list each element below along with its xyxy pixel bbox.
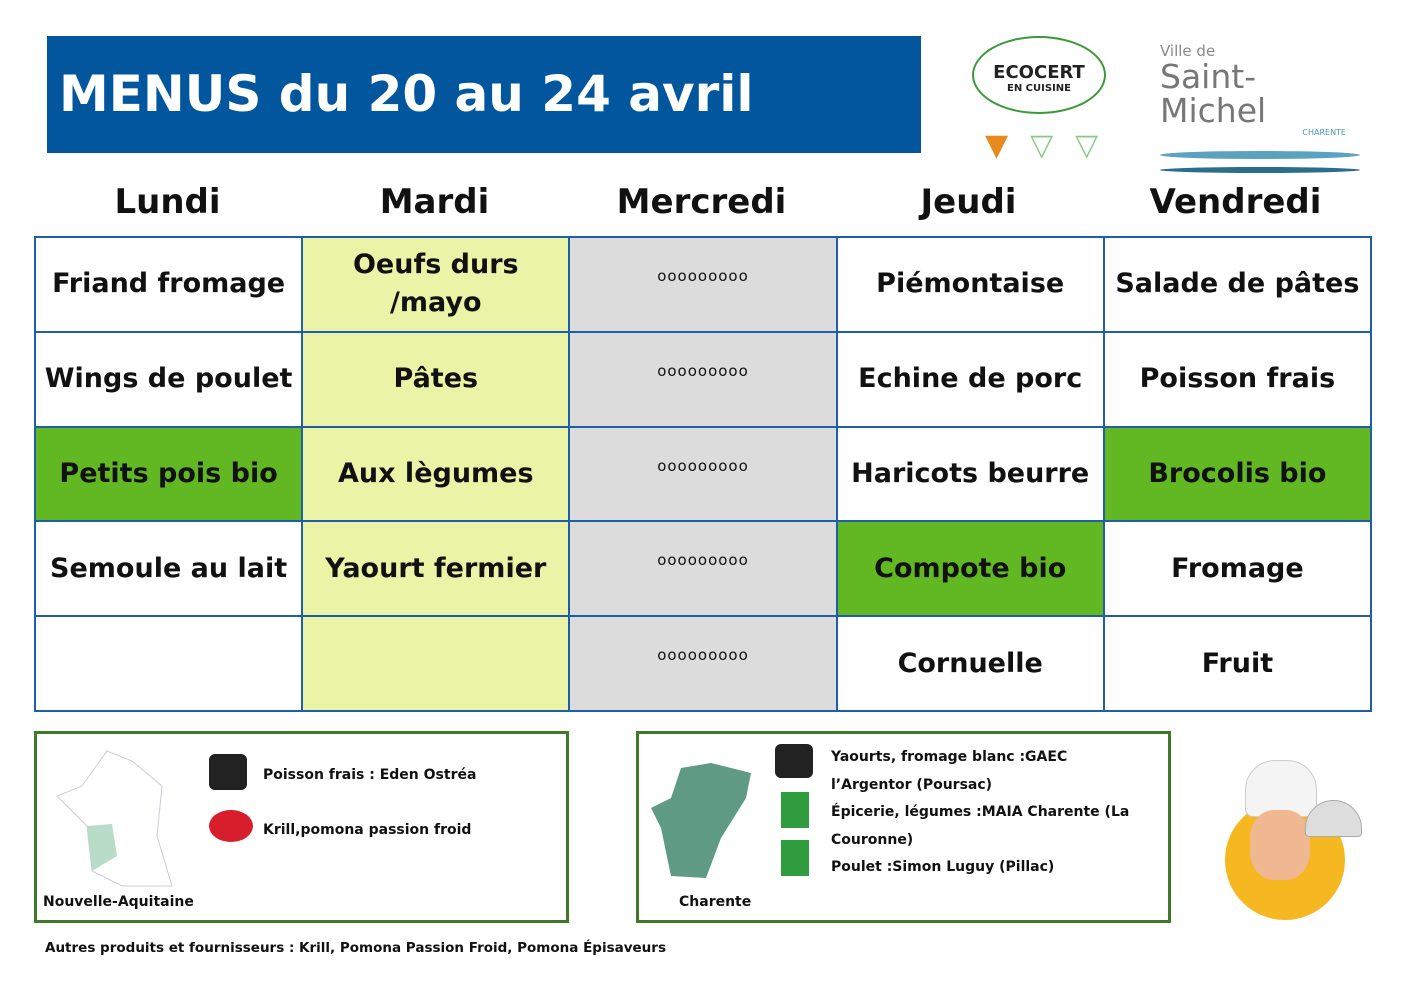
menu-cell: Petits pois bio xyxy=(35,426,303,522)
day-lundi: Lundi xyxy=(114,182,221,222)
menu-cell: Poisson frais xyxy=(1103,331,1371,427)
ab-bio-icon xyxy=(781,840,809,876)
menu-cell: Fruit xyxy=(1103,616,1371,711)
menu-cell: Haricots beurre xyxy=(836,426,1104,522)
menu-cell: Cornuelle xyxy=(836,616,1104,711)
menu-cell: ooooooooo xyxy=(569,616,837,711)
menu-cell: Wings de poulet xyxy=(35,331,303,427)
page-title: MENUS du 20 au 24 avril xyxy=(47,36,921,153)
supplier-item: Poulet :Simon Luguy (Pillac) xyxy=(831,859,1055,875)
saint-michel-logo: Ville de Saint-Michel CHARENTE xyxy=(1160,42,1360,173)
menu-cell: Compote bio xyxy=(836,521,1104,617)
day-jeudi: Jeudi xyxy=(920,182,1017,222)
day-vendredi: Vendredi xyxy=(1149,182,1322,222)
menu-cell: Aux lègumes xyxy=(302,426,570,522)
day-mercredi: Mercredi xyxy=(616,182,787,222)
chef-illustration xyxy=(1215,760,1365,930)
town-text: Saint-Michel xyxy=(1160,57,1267,130)
region-label: Nouvelle-Aquitaine xyxy=(43,894,194,910)
label-rouge-icon xyxy=(209,810,253,842)
supplier-item: Poisson frais : Eden Ostréa xyxy=(263,767,477,783)
carrot-icons: ▼▽▽ xyxy=(985,128,1121,163)
nouvelle-aquitaine-box: Nouvelle-Aquitaine Poisson frais : Eden … xyxy=(34,731,569,923)
ecocert-text: ECOCERT xyxy=(993,62,1085,83)
menu-cell: Echine de porc xyxy=(836,331,1104,427)
menu-cell: Brocolis bio xyxy=(1103,426,1371,522)
menu-cell xyxy=(302,616,570,711)
menu-cell: Fromage xyxy=(1103,521,1371,617)
supplier-item: Krill,pomona passion froid xyxy=(263,822,472,838)
menu-cell xyxy=(35,616,303,711)
footer-note: Autres produits et fournisseurs : Krill,… xyxy=(45,940,666,956)
charente-box: Charente Yaourts, fromage blanc :GAEC l’… xyxy=(636,731,1171,923)
menu-grid: Friand fromage Oeufs durs /mayo ooooooooo P… xyxy=(34,236,1372,712)
supplier-item: Épicerie, légumes :MAIA Charente (La Cou… xyxy=(831,804,1130,848)
menu-cell: Pâtes xyxy=(302,331,570,427)
menu-cell: Salade de pâtes xyxy=(1103,237,1371,332)
menu-cell: Semoule au lait xyxy=(35,521,303,617)
supplier-item: Yaourts, fromage blanc :GAEC l’Argentor … xyxy=(831,749,1068,793)
france-map xyxy=(56,750,173,887)
menu-cell: ooooooooo xyxy=(569,521,837,617)
region-label: Charente xyxy=(679,894,752,910)
menu-cell: ooooooooo xyxy=(569,331,837,427)
menu-cell: ooooooooo xyxy=(569,237,837,332)
charente-map xyxy=(651,763,751,878)
menu-cell: Oeufs durs /mayo xyxy=(302,237,570,332)
ecocert-sub: EN CUISINE xyxy=(1007,83,1071,94)
menu-cell: Friand fromage xyxy=(35,237,303,332)
ville-text: Ville de xyxy=(1160,42,1216,60)
menu-cell: Piémontaise xyxy=(836,237,1104,332)
ecocert-logo: ECOCERT EN CUISINE xyxy=(972,36,1106,114)
ab-bio-icon xyxy=(781,792,809,828)
menu-cell: ooooooooo xyxy=(569,426,837,522)
day-mardi: Mardi xyxy=(379,182,490,222)
menu-cell: Yaourt fermier xyxy=(302,521,570,617)
region-text: CHARENTE xyxy=(1302,128,1346,137)
produits-locaux-icon xyxy=(209,754,247,790)
produits-locaux-icon xyxy=(775,744,813,778)
